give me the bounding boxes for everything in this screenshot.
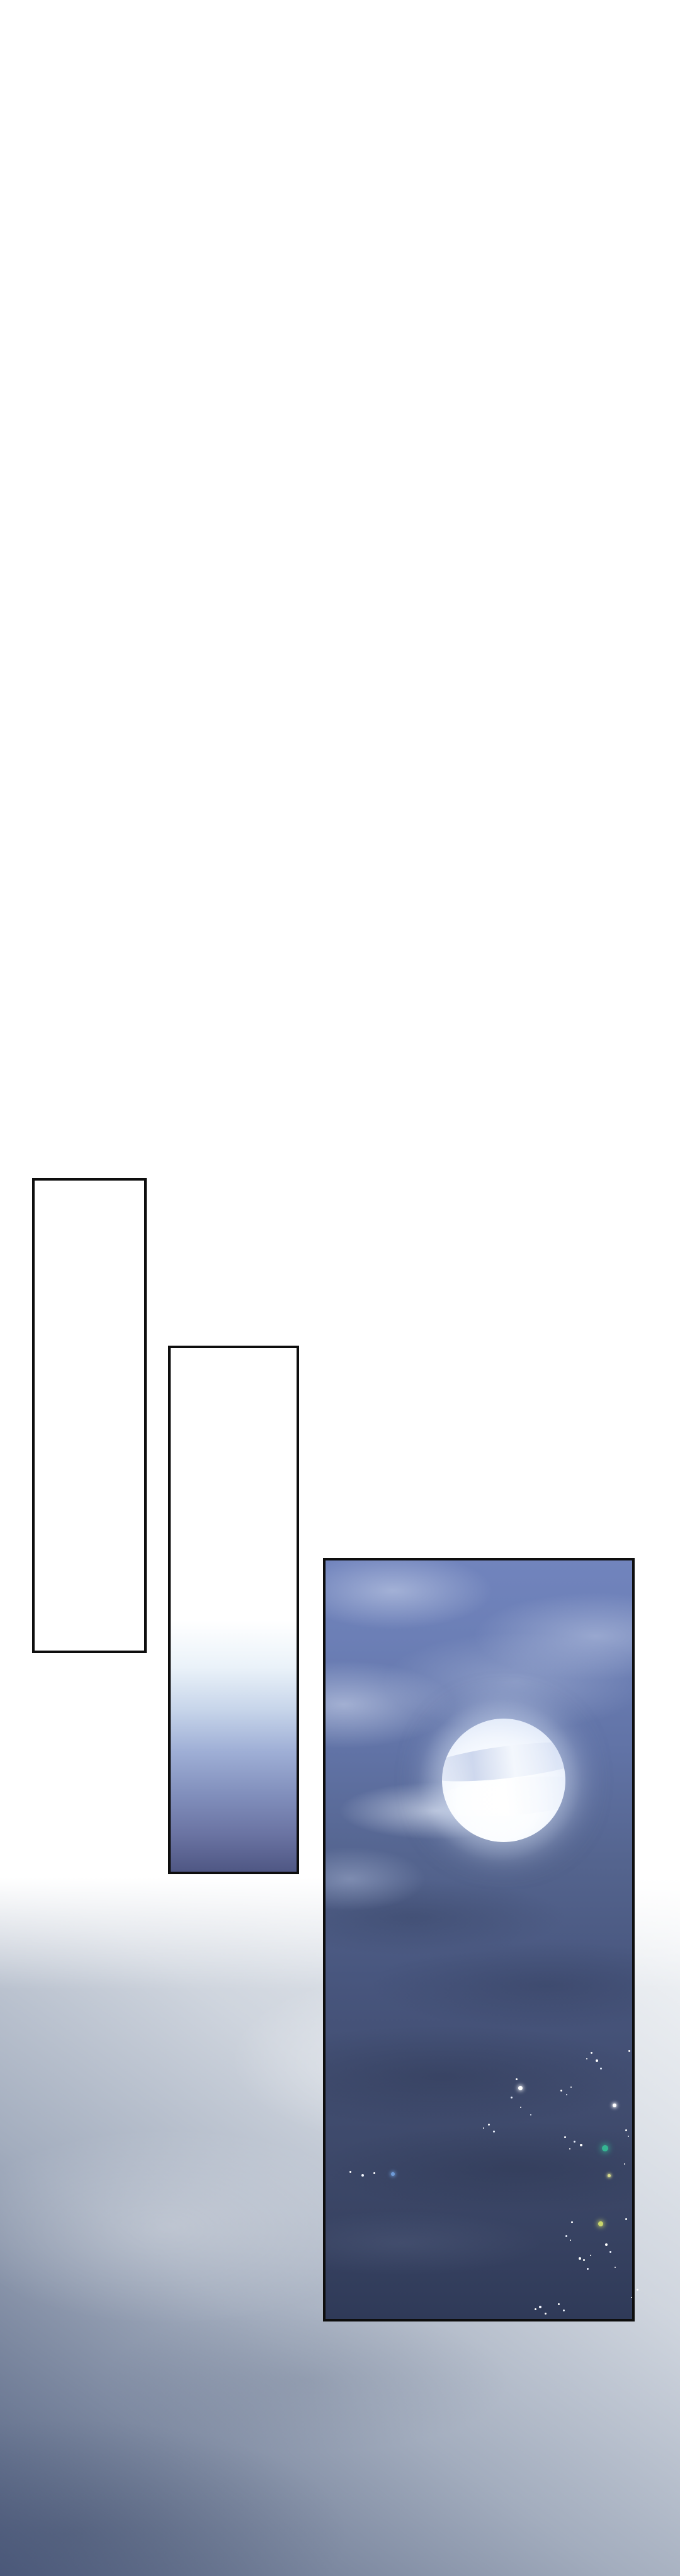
sky-gradient-panel (168, 1346, 299, 1874)
star (564, 2136, 566, 2138)
star (625, 2218, 627, 2220)
star (557, 2303, 560, 2305)
star (590, 2255, 591, 2256)
star (565, 2235, 567, 2237)
star (624, 2163, 625, 2165)
star (613, 2104, 616, 2107)
star (579, 2257, 581, 2260)
star (570, 2240, 571, 2241)
star (615, 2267, 616, 2268)
moonlit-night-sky-panel (323, 1558, 638, 2321)
star (586, 2267, 589, 2270)
empty-white-panel (32, 1178, 147, 1653)
star (607, 2173, 611, 2177)
star (562, 2309, 565, 2311)
star (483, 2127, 484, 2129)
star (570, 2087, 572, 2088)
star (573, 2140, 575, 2143)
star (510, 2096, 513, 2098)
star (361, 2174, 364, 2177)
star (570, 2221, 573, 2223)
star (605, 2243, 608, 2246)
star (349, 2170, 351, 2173)
star (560, 2089, 562, 2092)
star (534, 2308, 536, 2310)
star (544, 2312, 547, 2315)
star (599, 2067, 602, 2069)
star (539, 2306, 541, 2308)
star (391, 2172, 395, 2176)
star (636, 2288, 638, 2291)
star (520, 2107, 521, 2108)
star (609, 2250, 611, 2253)
star (566, 2094, 567, 2095)
star (582, 2258, 585, 2261)
star (373, 2172, 375, 2174)
star (530, 2114, 531, 2115)
star (628, 2136, 629, 2137)
star (492, 2130, 495, 2132)
star (590, 2051, 592, 2054)
star (580, 2144, 582, 2146)
star (628, 2049, 630, 2052)
star (602, 2145, 608, 2151)
star (586, 2058, 587, 2059)
cloud-layer (326, 1560, 632, 2319)
star (518, 2085, 523, 2090)
star (515, 2078, 518, 2080)
star (487, 2123, 490, 2126)
star (631, 2297, 632, 2298)
star (596, 2059, 598, 2062)
full-moon (442, 1719, 565, 1842)
star (625, 2129, 627, 2131)
star (598, 2221, 603, 2226)
star-field (326, 1560, 638, 2319)
star (569, 2148, 570, 2150)
